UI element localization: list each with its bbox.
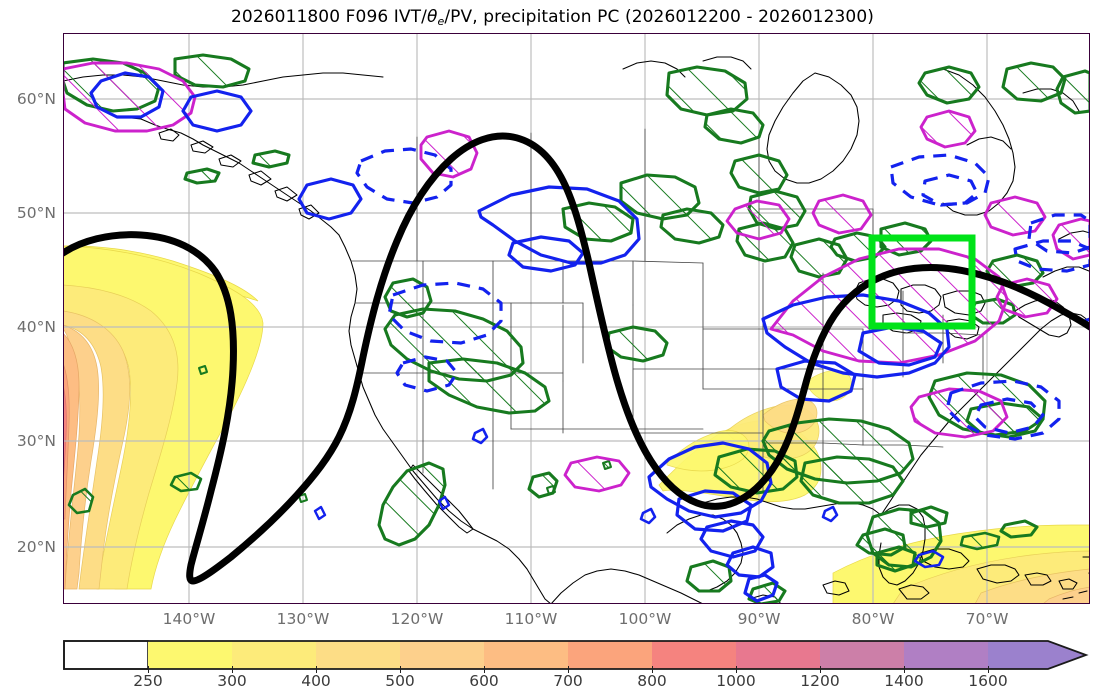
cbar-label-250: 250 [133,672,163,690]
title-before: 2026011800 F096 IVT/ [230,7,427,27]
ytick-label-60n: 60°N [16,90,56,108]
cbar-label-1600: 1600 [968,672,1008,690]
xtick-label-80w: 80°W [851,610,895,628]
pv-contour [63,132,1090,585]
cbar-label-500: 500 [385,672,415,690]
map-axes[interactable] [63,33,1090,604]
cbar-tick-300 [232,666,234,673]
cbar-tick-700 [568,666,570,673]
xtick-label-130w: 130°W [276,610,330,628]
cbar-tick-400 [316,666,318,673]
cbar-label-800: 800 [637,672,667,690]
xtick-label-140w: 140°W [162,610,216,628]
colorbar-swatches [63,640,1089,670]
cbar-tick-800 [652,666,654,673]
page-title: 2026011800 F096 IVT/θe/PV, precipitation… [0,7,1105,28]
cbar-label-1200: 1200 [800,672,840,690]
colorbar[interactable] [63,640,1090,670]
cbar-label-600: 600 [469,672,499,690]
cbar-label-1000: 1000 [716,672,756,690]
xtick-label-70w: 70°W [965,610,1009,628]
ytick-label-50n: 50°N [16,204,56,222]
verification-region-box[interactable] [868,234,976,330]
title-after: /PV, precipitation PC (2026012200 - 2026… [444,7,874,27]
cbar-tick-1600 [988,666,990,673]
cbar-tick-250 [148,666,150,673]
xtick-label-120w: 120°W [390,610,444,628]
cbar-label-1400: 1400 [884,672,924,690]
cbar-tick-500 [400,666,402,673]
ivt-shading-pacific [63,245,264,590]
cbar-label-700: 700 [553,672,583,690]
xtick-label-90w: 90°W [737,610,781,628]
ytick-label-20n: 20°N [16,538,56,556]
cbar-label-300: 300 [217,672,247,690]
cbar-tick-600 [484,666,486,673]
cbar-tick-1400 [904,666,906,673]
ytick-label-40n: 40°N [16,318,56,336]
precip-pc-blue-dashed [355,147,1090,441]
map-canvas [63,33,1090,604]
cbar-tick-1200 [820,666,822,673]
xtick-label-110w: 110°W [504,610,558,628]
precip-pc-blue-solid [89,71,951,603]
xtick-label-100w: 100°W [618,610,672,628]
ytick-label-30n: 30°N [16,432,56,450]
title-theta: θ [426,7,438,27]
cbar-tick-1000 [736,666,738,673]
cbar-label-400: 400 [301,672,331,690]
title-theta-subscript: e [437,15,445,28]
ivt-shading-caribbean [832,524,1090,604]
